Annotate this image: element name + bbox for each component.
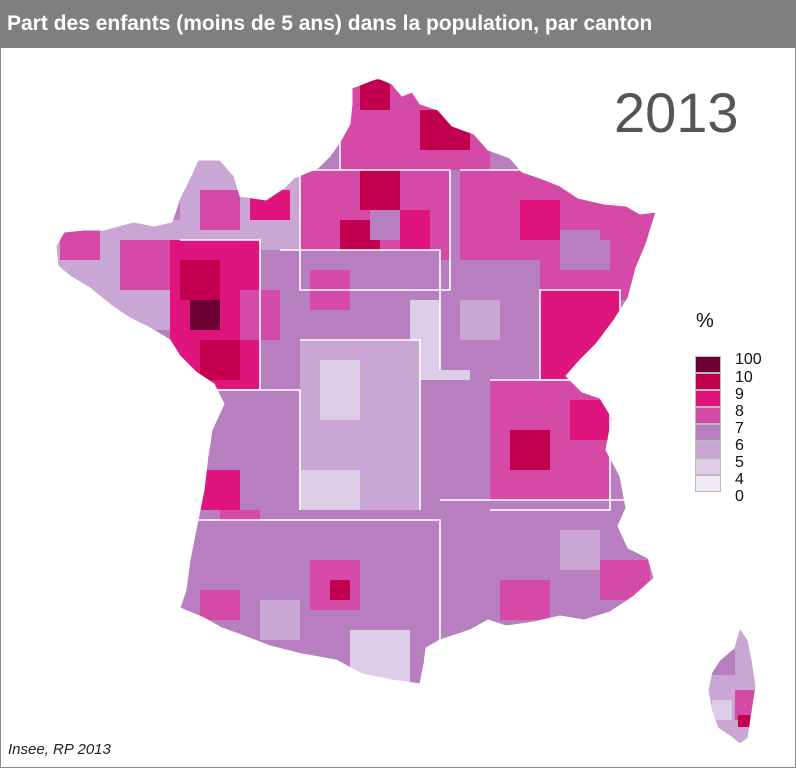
legend-swatch-6-7: [695, 424, 721, 441]
source-note: Insee, RP 2013: [8, 741, 111, 758]
legend-swatch-5-6: [695, 441, 721, 458]
legend-tick-10: 10: [735, 369, 753, 386]
legend-tick-0: 0: [735, 488, 744, 505]
legend-swatch-4-5: [695, 458, 721, 475]
france-choropleth-map: [55, 77, 757, 745]
legend-swatch-8-9: [695, 390, 721, 407]
france-outline: [55, 77, 657, 685]
legend-swatch-7-8: [695, 407, 721, 424]
legend-tick-7: 7: [735, 420, 744, 437]
legend-tick-4: 4: [735, 471, 744, 488]
legend-tick-5: 5: [735, 454, 744, 471]
legend-swatch-10-100: [695, 356, 721, 373]
legend-tick-100: 100: [735, 351, 762, 368]
legend-unit: %: [696, 310, 714, 332]
legend-swatch-9-10: [695, 373, 721, 390]
legend-swatch-0-4: [695, 475, 721, 492]
legend-tick-8: 8: [735, 403, 744, 420]
legend-tick-9: 9: [735, 386, 744, 403]
map-title: Part des enfants (moins de 5 ans) dans l…: [0, 0, 796, 48]
year-label: 2013: [614, 81, 739, 144]
legend-tick-6: 6: [735, 437, 744, 454]
